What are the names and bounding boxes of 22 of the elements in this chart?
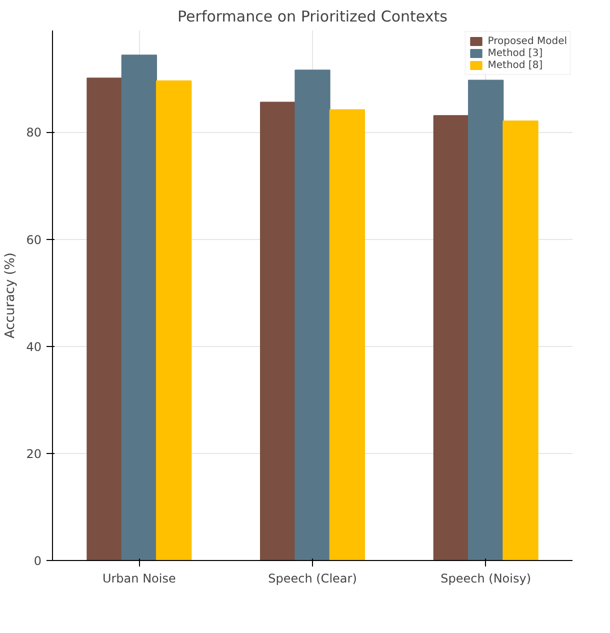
bar bbox=[121, 54, 157, 560]
bar bbox=[433, 115, 469, 560]
y-tick-label: 20 bbox=[26, 446, 42, 461]
bar bbox=[294, 70, 330, 560]
y-tick-label: 60 bbox=[26, 232, 42, 247]
legend-label: Proposed Model bbox=[488, 35, 567, 47]
legend-label: Method [8] bbox=[488, 59, 543, 71]
y-tick-label: 80 bbox=[26, 126, 42, 140]
x-tick-label: Speech (Noisy) bbox=[440, 572, 532, 586]
legend-label: Method [3] bbox=[488, 47, 543, 59]
bar bbox=[260, 102, 296, 560]
y-tick-label: 40 bbox=[26, 340, 42, 354]
bar bbox=[468, 80, 504, 560]
bar bbox=[502, 120, 538, 560]
bar bbox=[86, 78, 122, 560]
bar bbox=[156, 80, 192, 560]
chart-title: Performance on Prioritized Contexts bbox=[178, 8, 448, 26]
bar bbox=[329, 109, 365, 560]
x-tick-label: Urban Noise bbox=[102, 572, 176, 586]
y-tick-label: 0 bbox=[34, 554, 42, 568]
x-tick-label: Speech (Clear) bbox=[268, 572, 357, 586]
y-axis-title: Accuracy (%) bbox=[3, 252, 18, 338]
